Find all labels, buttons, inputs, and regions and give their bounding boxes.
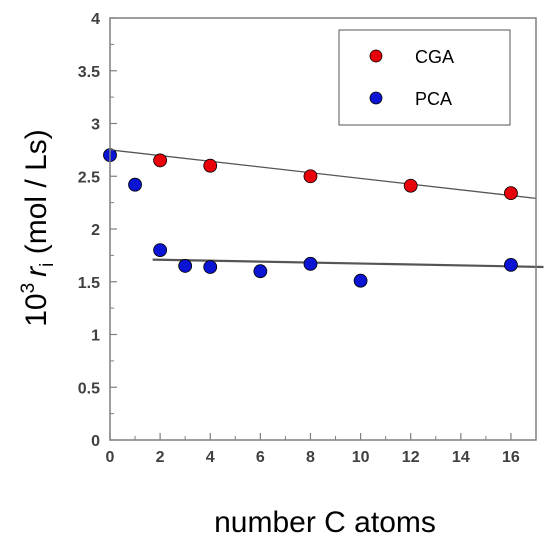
x-tick-label: 0	[106, 449, 115, 466]
y-tick-label: 3	[91, 117, 100, 134]
legend-label-pca: PCA	[415, 89, 452, 109]
y-axis-title-superscript: 3	[18, 283, 39, 294]
x-axis-title: number C atoms	[214, 506, 436, 539]
legend-marker-pca	[369, 91, 383, 105]
axis-ticks-layer: 0 0.5 1 1.5 2 2.5 3 3.5 4 0 2 4 6 8 10 12 14 16	[78, 11, 520, 466]
data-point-pca	[128, 177, 142, 192]
x-tick-label: 8	[306, 449, 315, 466]
y-tick-label: 0.5	[78, 380, 100, 397]
x-tick-label: 4	[206, 449, 215, 466]
x-tick-label: 2	[156, 449, 165, 466]
y-tick-label: 1	[91, 328, 100, 345]
data-point-cga	[203, 158, 218, 173]
data-points-layer	[103, 148, 518, 288]
y-axis-title: 103 ri (mol / Ls)	[18, 129, 58, 327]
data-point-pca	[504, 257, 518, 272]
y-tick-label: 2.5	[78, 169, 100, 186]
legend: CGA PCA	[338, 29, 511, 126]
data-point-cga	[504, 186, 518, 201]
data-point-cga	[403, 178, 418, 193]
y-tick-label: 2	[91, 222, 100, 239]
y-axis-title-prefix: 10	[20, 293, 53, 326]
trendline-layer	[109, 149, 544, 269]
trendline-pca	[152, 258, 544, 269]
data-point-pca	[303, 256, 318, 271]
legend-label-cga: CGA	[415, 47, 454, 67]
data-point-cga	[153, 153, 168, 168]
x-tick-label: 6	[256, 449, 265, 466]
y-tick-label: 0	[91, 433, 100, 450]
x-tick-label: 14	[452, 449, 470, 466]
y-tick-label: 3.5	[78, 64, 100, 81]
data-point-pca	[253, 264, 268, 279]
legend-marker-cga	[369, 49, 383, 63]
data-point-pca	[153, 243, 168, 258]
y-tick-label: 4	[91, 11, 100, 28]
y-axis-title-units: (mol / Ls)	[20, 129, 53, 262]
trendline-cga	[109, 149, 537, 200]
x-tick-label: 12	[402, 449, 420, 466]
data-point-cga	[303, 169, 318, 184]
y-axis-title-subscript: i	[37, 263, 58, 267]
y-axis-title-variable: r	[20, 266, 53, 277]
data-point-pca	[353, 273, 368, 288]
data-point-pca	[203, 260, 218, 274]
y-tick-label: 1.5	[78, 275, 100, 292]
data-point-pca	[178, 259, 193, 273]
legend-box	[338, 29, 511, 126]
x-tick-label: 16	[502, 449, 520, 466]
x-tick-label: 10	[352, 449, 370, 466]
